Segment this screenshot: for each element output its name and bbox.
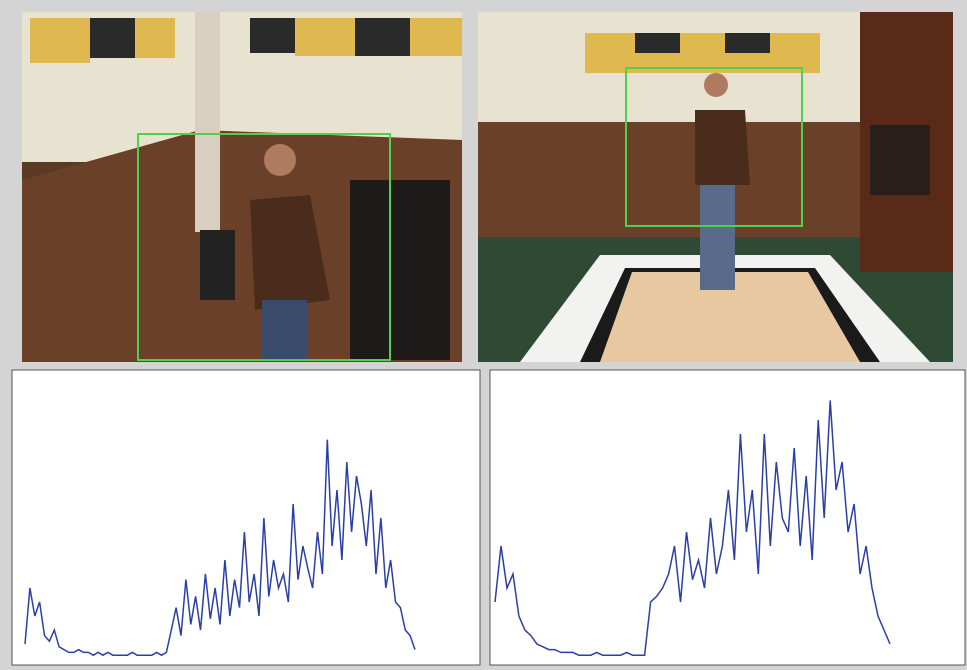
plot-left: [11, 369, 481, 666]
camera-view-left: [22, 12, 462, 362]
plots: [24, 400, 891, 657]
signal-line: [24, 439, 416, 657]
camera-view-right: [478, 12, 953, 362]
plot-right: [489, 369, 966, 666]
signal-line: [494, 400, 891, 656]
